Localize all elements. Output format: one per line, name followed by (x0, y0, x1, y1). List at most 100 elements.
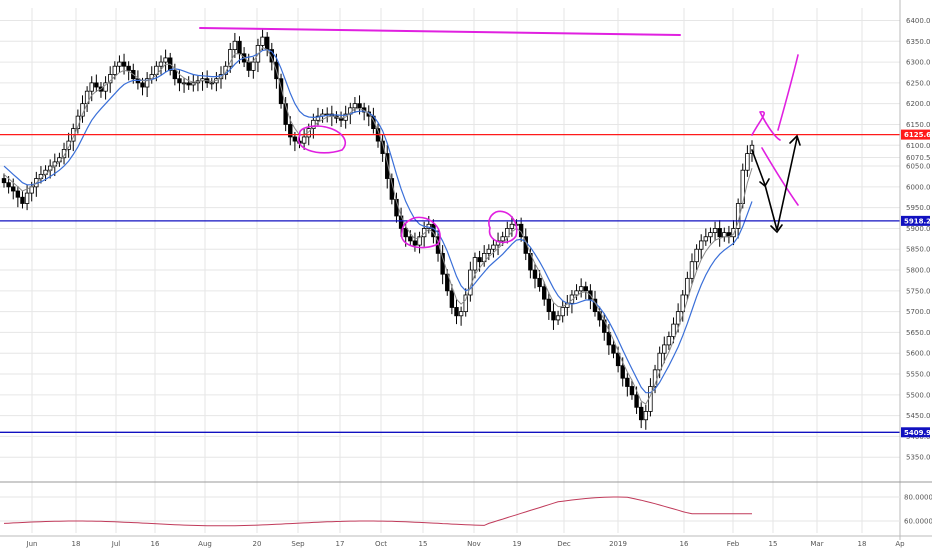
x-tick-label: Feb (727, 540, 740, 548)
candle-body (301, 136, 307, 144)
candle-body (186, 82, 191, 86)
candle-body (643, 411, 649, 421)
magenta-stroke (777, 54, 799, 131)
indicator-tick-label: 80.0000 (904, 494, 932, 502)
arrow-path (751, 137, 798, 231)
candle-body (615, 352, 621, 367)
candle-body (454, 307, 459, 317)
price-tag (901, 129, 930, 140)
x-tick-label: Dec (557, 540, 571, 548)
x-tick-label: 16 (151, 540, 160, 548)
x-tick-label: 18 (858, 540, 867, 548)
price-tag (901, 215, 930, 226)
candle-body (117, 61, 122, 67)
candle-body (140, 82, 145, 88)
candle-body (532, 269, 538, 279)
candle-body (408, 236, 413, 242)
circle-drawing (400, 216, 441, 249)
candle-body (537, 277, 542, 288)
candle-body (500, 236, 505, 242)
candle-body (657, 352, 662, 371)
candle-body (15, 190, 21, 198)
y-tick-label: 5850.0 (906, 246, 931, 254)
ma-fast-line (3, 46, 753, 405)
candle-body (177, 78, 182, 84)
y-tick-label: 5350.0 (906, 454, 931, 462)
candle-body (66, 140, 71, 150)
magenta-stroke (751, 110, 781, 141)
arrowhead (770, 224, 783, 234)
y-tick-label: 5550.0 (906, 371, 931, 379)
candle-body (380, 140, 385, 154)
circle-drawing (297, 125, 347, 154)
y-tick-label: 6350.0 (906, 38, 931, 46)
y-tick-label: 6200.0 (906, 100, 931, 108)
candle-body (251, 61, 256, 71)
circle-drawing (488, 210, 518, 244)
candle-body (606, 332, 612, 346)
x-tick-label: 20 (253, 540, 262, 548)
ma-slow-line (3, 48, 753, 394)
candle-body (445, 273, 450, 292)
x-tick-label: Sep (291, 540, 305, 548)
candle-body (223, 65, 228, 75)
candle-body (685, 277, 690, 296)
candle-body (703, 236, 709, 242)
candles (1, 28, 755, 430)
candle-body (745, 153, 750, 171)
candle-body (403, 228, 408, 238)
candle-body (292, 136, 298, 142)
drawings (199, 27, 801, 249)
grid (0, 8, 901, 533)
candle-body (269, 49, 275, 63)
candle-body (89, 82, 94, 92)
x-tick-label: 16 (680, 540, 689, 548)
candle-body (315, 115, 321, 121)
candle-body (449, 290, 455, 308)
candle-body (648, 386, 653, 412)
y-tick-label: 5500.0 (906, 391, 931, 399)
indicator-line (3, 496, 752, 527)
x-tick-label: Jun (26, 540, 38, 548)
candle-body (6, 182, 11, 188)
x-tick-label: Mar (810, 540, 823, 548)
candle-body (717, 228, 722, 238)
y-tick-label: 5700.0 (906, 308, 931, 316)
candle-body (472, 257, 478, 271)
candle-body (421, 228, 427, 238)
y-tick-label: 5450.0 (906, 412, 931, 420)
candle-body (486, 248, 492, 254)
y-tick-label: 5750.0 (906, 287, 931, 295)
candle-body (675, 311, 681, 325)
candle-body (712, 228, 718, 234)
candle-body (357, 103, 362, 109)
price-tag (901, 427, 930, 438)
candle-body (458, 311, 464, 317)
x-tick-label: 19 (513, 540, 522, 548)
candle-body (352, 103, 358, 109)
x-tick-label: Nov (467, 540, 481, 548)
indicator-panel: 80.0000 60.0000 (0, 481, 932, 527)
x-tick-label: Aug (198, 540, 212, 548)
x-tick-label: Ap (895, 540, 905, 548)
y-tick-label: 6400.0 (906, 17, 931, 25)
candle-body (463, 294, 468, 313)
y-tick-label: 6000.0 (906, 183, 931, 191)
candle-body (20, 196, 25, 204)
candle-body (232, 40, 238, 50)
candle-body (662, 344, 667, 354)
x-tick-label: 18 (72, 540, 81, 548)
x-axis: Jun 18 Jul 16 Aug 20 Sep 17 Oct 15 Nov 19 Dec 2019 16 F… (0, 535, 932, 548)
horizontal-levels (0, 133, 900, 433)
candle-body (260, 36, 265, 46)
candle-body (126, 65, 131, 71)
y-axis: 6400.0 6350.0 6300.0 6250.0 6200.0 6150.0 6100… (899, 0, 931, 540)
candle-body (209, 82, 214, 85)
candle-body (505, 228, 510, 238)
candle-body (680, 294, 685, 313)
candle-body (694, 248, 699, 263)
y-tick-label: 5950.0 (906, 204, 931, 212)
x-tick-label: 17 (336, 540, 345, 548)
x-tick-label: 2019 (609, 540, 627, 548)
